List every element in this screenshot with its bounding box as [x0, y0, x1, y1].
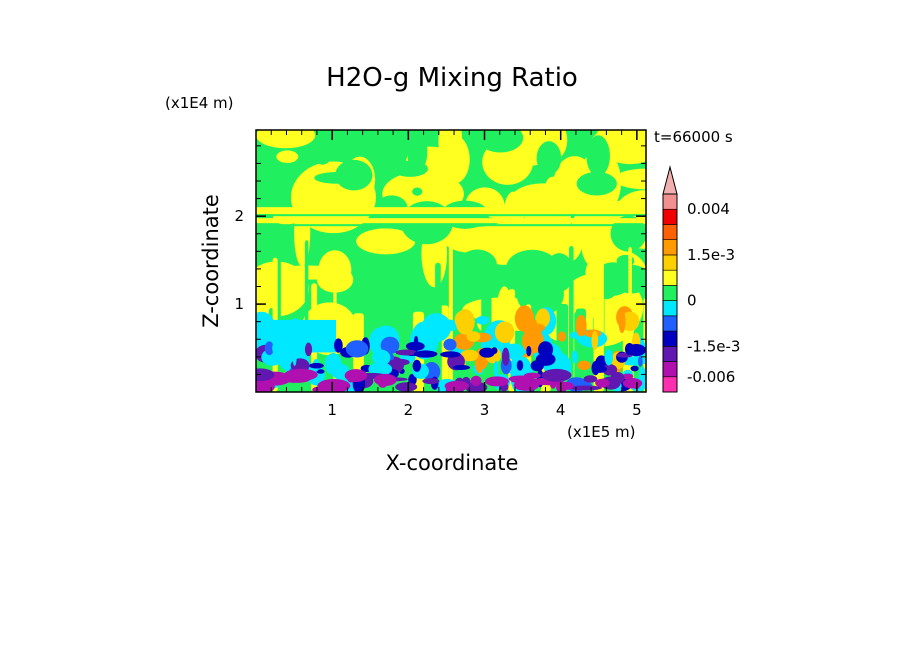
y-axis-label: Z-coordinate: [199, 194, 223, 328]
colorbar-frame: [662, 193, 678, 393]
colorbar-extend-max: [662, 165, 678, 195]
heatmap-field: [256, 130, 646, 392]
colorbar-segment: [662, 376, 678, 393]
colorbar-segment: [662, 254, 678, 271]
colorbar-segment: [662, 300, 678, 317]
colorbar-segment: [662, 208, 678, 225]
x-scale-label: (x1E5 m): [567, 423, 636, 441]
y-axis: 12: [234, 145, 646, 375]
colorbar-segment: [662, 346, 678, 362]
x-tick-label: 1: [327, 401, 337, 419]
colorbar-segment: [662, 285, 678, 301]
colorbar-tick-label: 0: [687, 292, 697, 310]
colorbar-segment: [662, 239, 678, 256]
y-tick-label: 1: [234, 295, 244, 313]
colorbar-tick-label: 1.5e-3: [687, 246, 735, 264]
time-label: t=66000 s: [654, 128, 733, 146]
x-axis-label: X-coordinate: [386, 451, 519, 475]
y-scale-label: (x1E4 m): [165, 94, 234, 112]
colorbar-tick-label: -0.006: [687, 368, 735, 386]
x-tick-label: 5: [632, 401, 642, 419]
colorbar-segment: [662, 269, 678, 286]
plot-frame: [255, 129, 647, 393]
colorbar-segment: [662, 361, 678, 378]
colorbar-segment: [662, 330, 678, 347]
field-layers: [256, 130, 646, 392]
chart-title: H2O-g Mixing Ratio: [326, 63, 578, 93]
x-tick-label: 4: [556, 401, 566, 419]
y-tick-label: 2: [234, 207, 244, 225]
colorbar-tick-label: -1.5e-3: [687, 337, 740, 355]
colorbar-tick-label: 0.004: [687, 200, 730, 218]
x-tick-label: 2: [404, 401, 414, 419]
colorbar-segment: [662, 224, 678, 240]
x-tick-label: 3: [480, 401, 490, 419]
colorbar-segment: [662, 193, 678, 210]
colorbar-segment: [662, 315, 678, 332]
colorbar: 0.004 1.5e-3 0 -1.5e-3 -0.006: [662, 165, 740, 393]
x-axis: 1 2 3 4 5: [270, 130, 642, 419]
